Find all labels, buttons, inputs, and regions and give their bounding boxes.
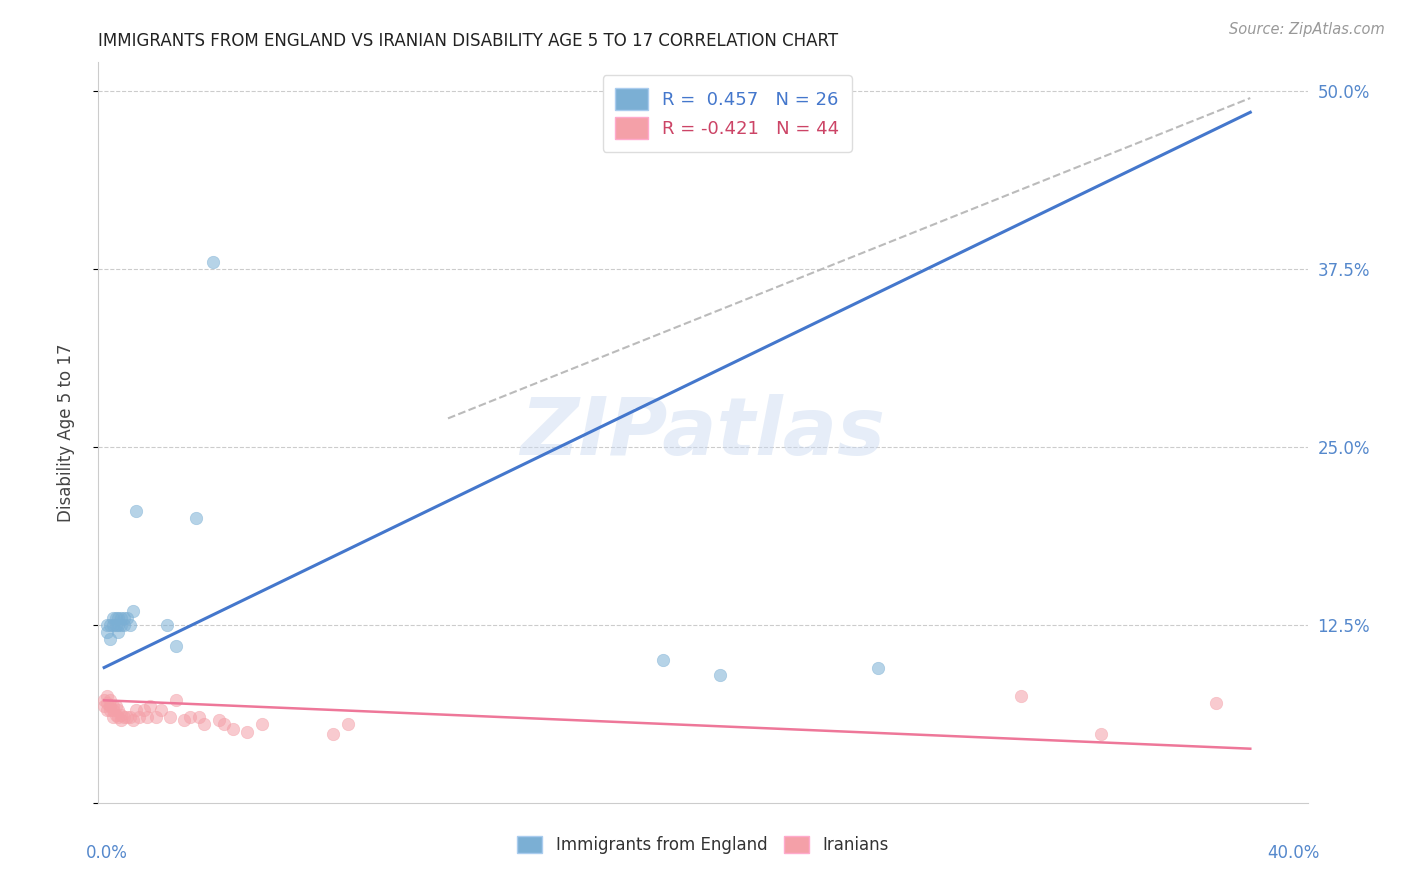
Point [336,717,359,731]
Point [150,703,173,717]
Point [98,703,121,717]
Point [1090,727,1112,741]
Point [709,667,731,681]
Point [101,617,124,632]
Point [96,696,118,710]
Point [156,617,179,632]
Point [193,717,215,731]
Legend: Immigrants from England, Iranians: Immigrants from England, Iranians [510,830,896,861]
Point [104,707,127,722]
Point [110,617,132,632]
Point [96,617,118,632]
Point [118,710,141,724]
Text: 40.0%: 40.0% [1267,844,1320,862]
Point [101,710,124,724]
Point [134,703,156,717]
Point [165,693,187,707]
Point [136,710,159,724]
Point [110,713,132,727]
Point [1010,689,1032,703]
Point [145,710,167,724]
Point [115,610,138,624]
Point [93,698,115,713]
Text: ZIPatlas: ZIPatlas [520,393,886,472]
Point [98,617,121,632]
Point [112,610,135,624]
Point [1205,696,1227,710]
Point [322,727,344,741]
Point [139,698,162,713]
Point [236,724,259,739]
Point [118,617,141,632]
Point [101,698,124,713]
Point [104,617,127,632]
Point [110,610,132,624]
Point [101,610,124,624]
Text: IMMIGRANTS FROM ENGLAND VS IRANIAN DISABILITY AGE 5 TO 17 CORRELATION CHART: IMMIGRANTS FROM ENGLAND VS IRANIAN DISAB… [98,32,838,50]
Point [222,722,245,736]
Point [208,713,231,727]
Point [107,617,129,632]
Point [121,713,143,727]
Point [107,703,129,717]
Point [187,710,209,724]
Y-axis label: Disability Age 5 to 17: Disability Age 5 to 17 [56,343,75,522]
Point [96,624,118,639]
Point [651,653,673,667]
Point [159,710,181,724]
Point [98,693,121,707]
Point [107,624,129,639]
Point [104,610,127,624]
Point [124,703,146,717]
Point [110,707,132,722]
Point [101,703,124,717]
Point [202,254,225,268]
Point [250,717,273,731]
Point [104,698,127,713]
Point [173,713,195,727]
Point [96,703,118,717]
Point [98,632,121,646]
Point [107,710,129,724]
Point [121,604,143,618]
Point [214,717,236,731]
Point [124,504,146,518]
Point [98,698,121,713]
Point [115,710,138,724]
Point [128,710,150,724]
Point [112,710,135,724]
Point [96,689,118,703]
Point [93,693,115,707]
Point [184,511,207,525]
Point [179,710,201,724]
Point [866,660,889,674]
Point [165,639,187,653]
Text: 0.0%: 0.0% [86,844,128,862]
Point [107,610,129,624]
Point [112,617,135,632]
Text: Source: ZipAtlas.com: Source: ZipAtlas.com [1229,22,1385,37]
